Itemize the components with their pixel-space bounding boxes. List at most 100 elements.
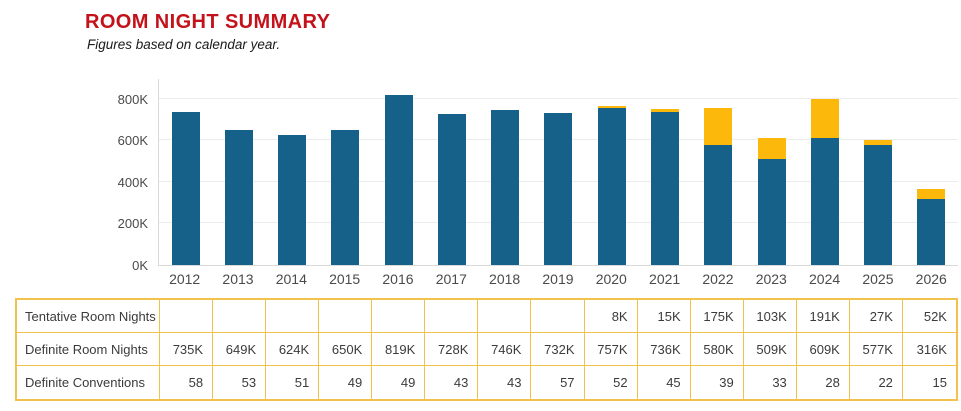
gridline-800K: [159, 97, 958, 99]
x-tick-2022: 2022: [702, 271, 734, 287]
table-row-label: Definite Room Nights: [17, 333, 160, 366]
table-cell-2021: 736K: [637, 333, 691, 366]
table-cell-2026: 15: [932, 375, 947, 390]
table-cell-2025: 577K: [849, 333, 903, 366]
table-cell-2026: 52K: [902, 300, 956, 333]
table-row-label: Tentative Room Nights: [17, 300, 160, 333]
bar-column-2024: [798, 79, 851, 265]
table-cell-2024: 609K: [796, 333, 850, 366]
tentative-segment-2021: [651, 108, 680, 113]
bar-column-2013: [212, 79, 265, 265]
room-nights-bar-chart: [158, 79, 958, 266]
table-cell-2018: [478, 300, 532, 333]
table-cell-2016: [372, 300, 426, 333]
bar-2015: [331, 129, 360, 265]
bar-2020: [597, 106, 626, 265]
table-cell-2021: 45: [638, 366, 691, 399]
y-tick-label: 400K: [117, 174, 148, 190]
bar-2013: [224, 130, 253, 265]
y-tick-label: 800K: [117, 91, 148, 107]
bar-2026: [917, 188, 946, 265]
bar-2022: [704, 108, 733, 265]
bar-2019: [544, 112, 573, 265]
table-cell-2019: [531, 300, 585, 333]
table-cell-2015: [319, 300, 373, 333]
bar-2023: [757, 137, 786, 265]
room-nights-data-table: Tentative Room Nights 8K 15K 175K 103K 191K 27…: [15, 298, 958, 401]
definite-segment-2020: [597, 107, 626, 265]
definite-segment-2021: [651, 112, 680, 265]
x-tick-2014: 2014: [275, 271, 307, 287]
definite-segment-2022: [704, 144, 733, 265]
y-tick-label: 200K: [117, 216, 148, 232]
bar-column-2015: [319, 79, 372, 265]
table-cell-2023: 103K: [743, 300, 797, 333]
table-cell-2014: 624K: [266, 333, 320, 366]
bar-column-2012: [159, 79, 212, 265]
bar-column-2014: [266, 79, 319, 265]
bar-column-2016: [372, 79, 425, 265]
bar-2017: [437, 113, 466, 265]
definite-segment-2014: [278, 135, 307, 265]
table-cell-2023: 509K: [743, 333, 797, 366]
bar-column-2023: [745, 79, 798, 265]
table-cell-2014: 51: [266, 366, 320, 399]
table-cell-2017: 43: [425, 366, 479, 399]
table-cell-2023: 33: [744, 366, 797, 399]
table-cell-2015: 650K: [319, 333, 373, 366]
table-cell-2013: 53: [213, 366, 267, 399]
x-tick-2023: 2023: [755, 271, 787, 287]
x-tick-2026: 2026: [915, 271, 947, 287]
bar-column-2025: [851, 79, 904, 265]
x-tick-2018: 2018: [489, 271, 521, 287]
definite-segment-2019: [544, 112, 573, 265]
table-cell-2018: 43: [478, 366, 532, 399]
definite-segment-2026: [917, 199, 946, 265]
table-cell-2022: 580K: [690, 333, 744, 366]
bar-2021: [651, 108, 680, 265]
definite-segment-2025: [864, 145, 893, 265]
table-cell-2012: 735K: [160, 333, 214, 366]
x-tick-2019: 2019: [542, 271, 574, 287]
table-cell-2022: 175K: [690, 300, 744, 333]
definite-segment-2024: [810, 138, 839, 265]
bar-column-2021: [638, 79, 691, 265]
table-cell-2020: 8K: [584, 300, 638, 333]
definite-segment-2017: [437, 113, 466, 265]
definite-segment-2013: [224, 130, 253, 265]
bar-column-2018: [479, 79, 532, 265]
bar-2025: [864, 139, 893, 265]
definite-segment-2016: [384, 94, 413, 265]
y-axis-labels: 0K 200K 400K 600K 800K: [0, 79, 148, 273]
bar-2018: [491, 110, 520, 265]
table-cell-2024: 28: [797, 366, 850, 399]
bar-2024: [810, 98, 839, 265]
y-tick-label: 600K: [117, 133, 148, 149]
bar-2014: [278, 135, 307, 265]
table-cell-2016: 49: [372, 366, 426, 399]
definite-segment-2023: [757, 159, 786, 265]
x-tick-2021: 2021: [649, 271, 681, 287]
bar-2012: [171, 112, 200, 265]
table-cell-2021: 15K: [637, 300, 691, 333]
definite-segment-2012: [171, 112, 200, 265]
table-cell-2020: 757K: [584, 333, 638, 366]
page-subtitle: Figures based on calendar year.: [87, 37, 281, 52]
bar-column-2017: [425, 79, 478, 265]
tentative-segment-2023: [757, 137, 786, 160]
table-cell-2026: 316K: [902, 333, 956, 366]
table-cell-2025: 22: [850, 366, 903, 399]
bar-2016: [384, 94, 413, 265]
bar-column-2020: [585, 79, 638, 265]
table-cell-2012: [160, 300, 214, 333]
table-cell-2018: 746K: [478, 333, 532, 366]
table-cell-2019: 732K: [531, 333, 585, 366]
tentative-segment-2026: [917, 188, 946, 200]
table-cell-2013: [213, 300, 267, 333]
bar-column-2022: [692, 79, 745, 265]
table-cell-2016: 819K: [372, 333, 426, 366]
definite-segment-2018: [491, 110, 520, 265]
table-cell-2014: [266, 300, 320, 333]
table-cell-2020: 52: [585, 366, 638, 399]
